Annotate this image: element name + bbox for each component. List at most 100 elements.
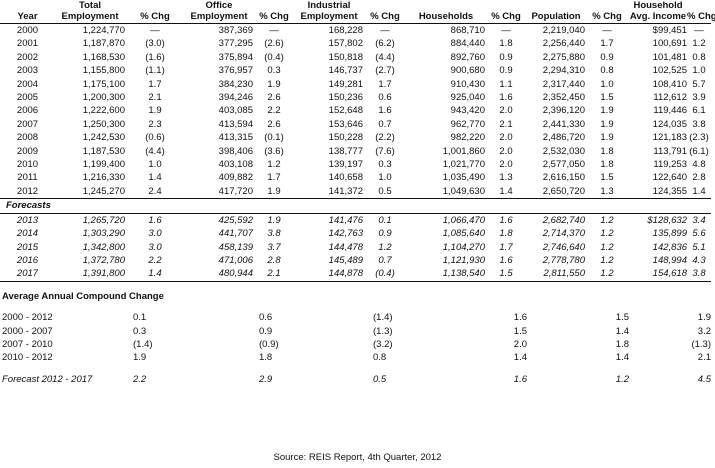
- pct-cell: 3.4: [687, 212, 711, 228]
- forecast-cagr-row: Forecast 2012 - 2017 2.2 2.9 0.5 1.6 1.2 4.5: [0, 373, 711, 386]
- blank-cell: [295, 198, 363, 214]
- pct-cell: 1.4: [148, 268, 162, 280]
- blank-cell: [407, 280, 485, 290]
- industrial-cell: 141,372: [328, 185, 363, 197]
- pct-cell: 1.7: [148, 78, 162, 90]
- blank-cell: [295, 303, 363, 311]
- income-cell: 101,481: [652, 51, 687, 63]
- households-cell: 900,680: [450, 65, 485, 77]
- pct-cell: 3.8: [692, 268, 706, 280]
- income-cell: 113,791: [653, 145, 687, 157]
- pct-cell: 0.8: [600, 65, 614, 77]
- total-cagr-cell: 2.2: [133, 373, 147, 385]
- pct-cell: 0.3: [378, 159, 392, 171]
- income-cell: 121,183: [652, 132, 687, 144]
- pct-cell: 1.3: [499, 172, 513, 184]
- industrial-cell: 141,476: [295, 212, 363, 228]
- industrial-cell: 142,763: [328, 228, 363, 240]
- office-cell: 413,315: [218, 132, 253, 144]
- table-row: 2006 1,222,600 1.9 403,085 2.2 152,648 1.6 943,…: [0, 104, 711, 117]
- blank-cell: [295, 311, 363, 324]
- total-cell: 1,199,400: [82, 159, 125, 171]
- population-cell: 2,532,030: [542, 145, 585, 157]
- table-row: 2007 1,250,300 2.3 413,594 2.6 153,646 0.7 962,…: [0, 118, 711, 131]
- year-cell: 2014: [16, 228, 39, 240]
- population-cell: 2,714,370: [542, 228, 585, 240]
- pct-cell: 0.9: [378, 228, 392, 240]
- population-cell: 2,294,310: [542, 65, 585, 77]
- office-cagr-cell: (0.9): [259, 338, 279, 350]
- households-cell: 1,121,930: [442, 254, 485, 266]
- pct-cell: 3.0: [148, 228, 162, 240]
- total-cell: 1,187,870: [82, 38, 125, 50]
- total-cell: 1,372,780: [82, 254, 125, 266]
- blank-cell: [185, 365, 253, 373]
- spacer-row: [0, 280, 711, 290]
- population-cell: 2,275,880: [542, 51, 585, 63]
- header-pct-chg: % Chg: [485, 11, 527, 24]
- office-cell: 413,594: [218, 118, 253, 130]
- blank-cell: [585, 280, 629, 290]
- pct-cell: 2.3: [148, 118, 162, 130]
- households-cell: 884,440: [450, 38, 485, 50]
- pct-cell: 1.8: [499, 228, 513, 240]
- pct-cell: 0.9: [600, 51, 614, 63]
- population-cagr-cell: 1.4: [615, 325, 629, 337]
- pct-cell: 1.6: [125, 212, 185, 228]
- households-cell: 982,220: [450, 132, 485, 144]
- pct-cell: —: [602, 25, 612, 36]
- pct-cell: 0.7: [378, 254, 392, 266]
- industrial-cell: 138,777: [328, 145, 363, 157]
- cagr-row: 2000 - 2012 0.1 0.6 (1.4) 1.6 1.5 1.9: [0, 311, 711, 324]
- blank-cell: [185, 373, 253, 386]
- pct-cell: (1.6): [145, 51, 165, 63]
- households-cagr-cell: 1.5: [513, 325, 527, 337]
- pct-cell: 1.2: [600, 228, 614, 240]
- forecast-row: 2017 1,391,800 1.4 480,944 2.1 144,878 (0.4) 1,…: [0, 267, 711, 281]
- total-cell: 1,245,270: [82, 185, 125, 197]
- households-cell: 1,104,270: [442, 241, 485, 253]
- pct-cell: 1.4: [499, 185, 513, 197]
- population-cell: 2,616,150: [542, 172, 585, 184]
- households-cell: 1,001,860: [442, 145, 485, 157]
- total-cagr-cell: (1.4): [133, 338, 153, 350]
- pct-cell: (0.1): [264, 132, 284, 144]
- industrial-cell: 152,648: [328, 105, 363, 117]
- blank-cell: [185, 351, 253, 364]
- blank-cell: [527, 373, 585, 386]
- pct-cell: 0.5: [378, 185, 392, 197]
- blank-cell: [585, 365, 629, 373]
- income-cell: 135,899: [652, 228, 687, 240]
- blank-cell: [527, 198, 585, 214]
- income-cagr-cell: (1.3): [691, 338, 711, 350]
- industrial-cell: 150,236: [328, 92, 363, 104]
- income-cagr-cell: 1.9: [697, 312, 711, 324]
- year-cell: 2013: [0, 212, 55, 228]
- pct-cell: 2.0: [499, 132, 513, 144]
- pct-cell: 2.2: [148, 254, 162, 266]
- pct-cell: 1.9: [600, 105, 614, 117]
- pct-cell: 0.7: [378, 118, 392, 130]
- office-cagr-cell: 0.9: [259, 325, 273, 337]
- blank-cell: [55, 365, 125, 373]
- header-households: Households: [407, 11, 485, 24]
- households-cagr-cell: 1.6: [513, 373, 527, 385]
- industrial-cell: 145,489: [328, 254, 363, 266]
- pct-cell: 2.8: [267, 254, 281, 266]
- forecasts-heading: Forecasts: [0, 198, 55, 214]
- year-cell: 2012: [16, 185, 39, 197]
- pct-cell: 5.7: [692, 78, 706, 90]
- population-cell: 2,441,330: [542, 118, 585, 130]
- population-cagr-cell: 1.2: [615, 373, 629, 385]
- period-cell: 2007 - 2010: [2, 338, 53, 350]
- pct-cell: 2.0: [499, 159, 513, 171]
- header-blank: [585, 0, 629, 11]
- year-cell: 2005: [16, 92, 39, 104]
- blank-cell: [0, 365, 55, 373]
- income-cell: 142,836: [652, 241, 687, 253]
- pct-cell: 5.6: [692, 228, 706, 240]
- blank-cell: [295, 365, 363, 373]
- blank-cell: [687, 280, 711, 290]
- header-pct-chg: % Chg: [363, 11, 407, 24]
- pct-cell: (6.2): [375, 38, 395, 50]
